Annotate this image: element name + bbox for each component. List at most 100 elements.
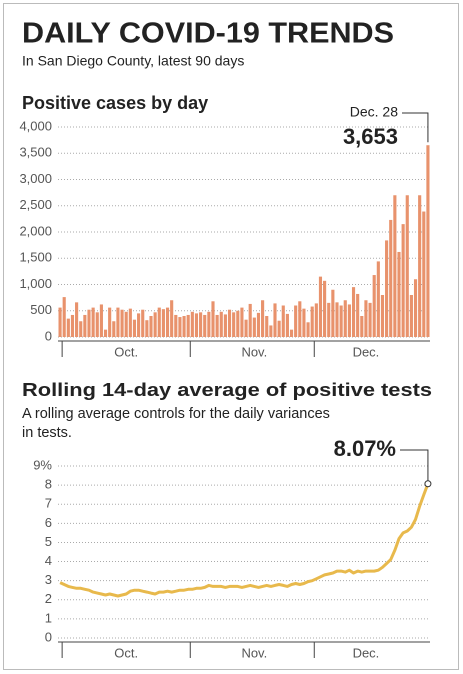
bar	[418, 195, 422, 337]
bar	[75, 302, 79, 337]
bar	[70, 314, 75, 337]
bar	[323, 280, 327, 337]
chart-title: Positive cases by day	[22, 93, 208, 113]
bar	[273, 303, 277, 337]
bar	[269, 325, 273, 337]
bar	[87, 309, 91, 337]
bar	[298, 301, 302, 337]
y-tick-label: 3,000	[19, 171, 52, 186]
bar	[232, 312, 236, 337]
y-tick-label: 6	[45, 515, 52, 530]
annotation: Dec. 28	[350, 104, 398, 120]
value-label: 3,653	[343, 124, 398, 149]
bar	[314, 303, 318, 337]
x-tick-label: Nov.	[241, 645, 267, 660]
bar	[327, 302, 331, 337]
bar	[170, 300, 174, 337]
connector	[402, 112, 429, 143]
connector	[400, 449, 429, 481]
bar	[244, 319, 248, 337]
chart-title: Rolling 14-day average of positive tests	[22, 380, 432, 400]
y-tick-label: 9%	[33, 457, 52, 472]
bar	[83, 314, 87, 337]
bar	[161, 309, 165, 337]
value-label: 8.07%	[334, 436, 396, 461]
bar	[223, 314, 227, 337]
bar	[128, 308, 132, 337]
bar	[124, 311, 128, 337]
bar	[194, 313, 199, 337]
bar	[405, 195, 409, 337]
bar	[211, 301, 215, 337]
y-tick-label: 1,500	[19, 250, 52, 265]
x-tick-label: Nov.	[241, 344, 267, 359]
bar	[236, 310, 240, 337]
x-tick-label: Dec.	[353, 344, 380, 359]
y-tick-label: 4,000	[19, 118, 52, 133]
bar	[281, 305, 285, 337]
x-tick-label: Dec.	[353, 645, 380, 660]
y-tick-label: 0	[45, 629, 52, 644]
bar	[277, 320, 281, 337]
bar	[145, 320, 149, 337]
bar	[335, 302, 339, 337]
chart-subtitle: A rolling average controls for the daily…	[22, 406, 330, 441]
y-tick-label: 2,500	[19, 197, 52, 212]
bar	[103, 329, 108, 337]
bar	[79, 321, 83, 337]
bar	[372, 275, 376, 337]
y-tick-label: 4	[45, 553, 52, 568]
bar	[108, 307, 112, 337]
bar	[91, 307, 95, 337]
y-tick-label: 3,500	[19, 145, 52, 160]
bar	[99, 304, 103, 337]
bar	[389, 219, 393, 337]
bar	[116, 307, 120, 337]
bar	[343, 300, 347, 337]
y-tick-label: 0	[45, 328, 52, 343]
bar	[302, 308, 306, 337]
end-point	[424, 480, 432, 488]
y-tick-label: 1	[45, 610, 52, 625]
page-title: DAILY COVID-19 TRENDS	[22, 18, 394, 50]
bar	[227, 309, 232, 337]
bar	[347, 304, 351, 337]
bar	[426, 145, 430, 337]
bar	[409, 295, 413, 337]
y-tick-label: 3	[45, 572, 52, 587]
bar	[397, 251, 401, 337]
bar	[199, 312, 203, 337]
bar	[141, 309, 145, 337]
bar	[203, 314, 207, 337]
y-tick-label: 1,000	[19, 276, 52, 291]
bar	[331, 289, 335, 337]
bar	[360, 316, 364, 337]
bar	[66, 318, 70, 337]
bar	[413, 279, 418, 337]
y-tick-label: 5	[45, 534, 52, 549]
bar	[153, 312, 157, 337]
y-tick-label: 2	[45, 591, 52, 606]
bar	[207, 311, 211, 337]
y-tick-label: 2,000	[19, 223, 52, 238]
bar	[380, 295, 385, 337]
bar	[261, 300, 265, 337]
frame	[3, 3, 459, 670]
bar	[178, 317, 182, 337]
y-tick-label: 7	[45, 496, 52, 511]
bar	[376, 261, 380, 337]
bar	[294, 305, 298, 337]
bar	[240, 307, 244, 337]
bar	[356, 293, 360, 337]
bar	[157, 307, 161, 337]
bar	[364, 300, 368, 337]
line	[59, 483, 430, 598]
bar	[165, 307, 170, 337]
bar	[248, 303, 252, 337]
bar	[62, 297, 66, 337]
bar	[289, 329, 294, 337]
bar	[401, 224, 405, 337]
bar	[393, 195, 397, 337]
page-subtitle: In San Diego County, latest 90 days	[22, 53, 244, 69]
